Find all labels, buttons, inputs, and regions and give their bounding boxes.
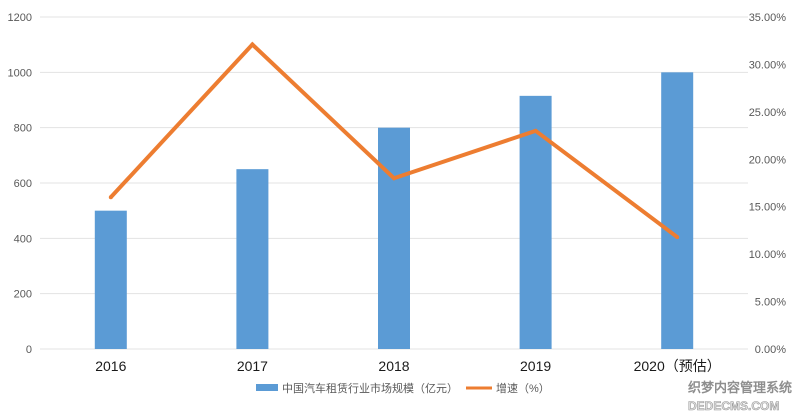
line-series [108,41,680,240]
left-tick-label: 600 [14,178,32,190]
category-label: 2016 [95,358,126,374]
bar-series [94,72,694,350]
bar [236,169,269,349]
watermark-text-cn: 织梦内容管理系统 [688,380,792,395]
left-tick-label: 1200 [8,12,32,24]
line-point [533,128,538,133]
line-point [250,42,255,47]
category-axis: 2016 2017 2018 2019 2020（预估） [95,358,721,374]
category-label: 2019 [520,358,551,374]
left-tick-label: 200 [14,289,32,301]
right-tick-label: 30.00% [749,59,787,71]
watermark-text-en: DEDECMS.COM [688,399,779,413]
right-tick-label: 15.00% [749,202,787,214]
bar [378,127,410,350]
right-tick-label: 0.00% [755,344,786,356]
line-point [108,195,113,200]
legend-swatch-bar [256,384,278,391]
left-tick-label: 800 [14,123,32,135]
category-label: 2017 [237,358,268,374]
legend-label-line: 增速（%） [496,381,550,395]
legend: 中国汽车租赁行业市场规模（亿元） 增速（%） [256,381,550,395]
left-tick-label: 0 [26,344,32,356]
right-tick-label: 35.00% [749,12,787,24]
right-axis: 0.00% 5.00% 10.00% 15.00% 20.00% 25.00% 30.00%… [749,12,787,356]
bar [661,72,694,349]
right-tick-label: 20.00% [749,154,787,166]
category-label: 2020（预估） [634,358,721,374]
line-point [675,235,680,240]
watermark: 织梦内容管理系统 DEDECMS.COM [688,380,792,413]
line-point [392,176,396,181]
right-tick-label: 5.00% [755,297,786,309]
right-tick-label: 25.00% [749,107,787,119]
left-axis: 0 200 400 600 800 1000 1200 [8,12,32,356]
left-tick-label: 400 [14,233,32,245]
left-tick-label: 1000 [8,67,32,79]
category-label: 2018 [378,358,409,374]
right-tick-label: 10.00% [749,249,787,261]
legend-label-bar: 中国汽车租赁行业市场规模（亿元） [282,381,458,395]
bar [94,210,127,349]
